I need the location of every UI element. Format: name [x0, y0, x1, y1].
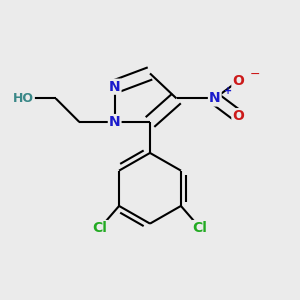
Text: +: + [224, 86, 232, 96]
Text: HO: HO [13, 92, 34, 105]
Text: −: − [249, 68, 260, 81]
Text: N: N [109, 80, 121, 94]
Text: O: O [232, 109, 244, 123]
Text: Cl: Cl [193, 221, 208, 235]
Text: Cl: Cl [92, 221, 107, 235]
Text: N: N [209, 92, 220, 106]
Text: N: N [109, 115, 121, 129]
Text: O: O [232, 74, 244, 88]
